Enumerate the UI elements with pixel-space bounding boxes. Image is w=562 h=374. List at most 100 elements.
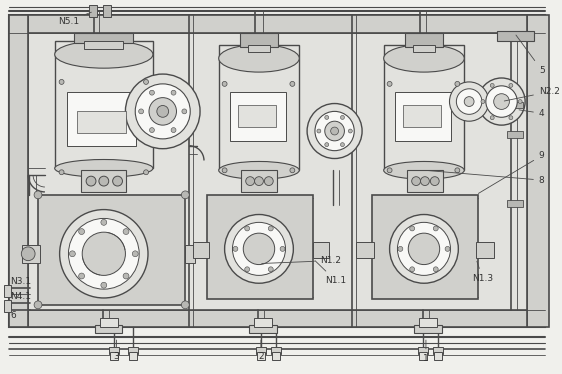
Bar: [356, 242, 374, 258]
Circle shape: [509, 83, 513, 88]
Circle shape: [222, 82, 227, 86]
Bar: [384, 45, 464, 170]
Circle shape: [60, 209, 148, 298]
Circle shape: [455, 82, 460, 86]
Circle shape: [149, 90, 155, 95]
Circle shape: [430, 177, 439, 186]
Circle shape: [450, 82, 489, 121]
Ellipse shape: [384, 45, 464, 72]
Bar: [313, 242, 329, 258]
Circle shape: [456, 89, 482, 114]
Bar: [22, 245, 40, 263]
Bar: [67, 92, 136, 146]
Circle shape: [244, 267, 250, 272]
Bar: [129, 352, 137, 360]
Bar: [108, 347, 119, 354]
Circle shape: [171, 90, 176, 95]
Bar: [8, 15, 545, 327]
Bar: [8, 310, 545, 327]
Bar: [527, 15, 549, 327]
Circle shape: [433, 226, 438, 231]
Circle shape: [246, 177, 255, 186]
Ellipse shape: [219, 162, 299, 179]
Circle shape: [143, 79, 148, 85]
Circle shape: [233, 223, 285, 275]
Bar: [507, 102, 523, 108]
Circle shape: [139, 109, 143, 114]
Ellipse shape: [384, 162, 464, 179]
Text: N1.3: N1.3: [472, 261, 493, 283]
Bar: [100, 318, 117, 327]
Circle shape: [280, 246, 285, 251]
Circle shape: [244, 226, 250, 231]
Circle shape: [264, 177, 273, 186]
Ellipse shape: [55, 41, 153, 68]
Circle shape: [86, 176, 96, 186]
Bar: [3, 300, 11, 312]
Circle shape: [222, 168, 227, 173]
Text: 1: 1: [423, 340, 429, 364]
Circle shape: [348, 129, 352, 133]
Bar: [110, 352, 117, 360]
Bar: [395, 92, 451, 141]
Circle shape: [182, 191, 189, 199]
Circle shape: [398, 246, 403, 251]
Circle shape: [518, 99, 522, 104]
Circle shape: [182, 109, 187, 114]
Text: 5: 5: [516, 35, 545, 75]
Circle shape: [341, 142, 345, 147]
Text: N5.1: N5.1: [58, 12, 92, 25]
Circle shape: [70, 251, 75, 257]
Circle shape: [268, 267, 273, 272]
Circle shape: [157, 105, 169, 117]
Bar: [404, 105, 441, 127]
Bar: [55, 41, 153, 168]
Circle shape: [268, 226, 273, 231]
Circle shape: [143, 170, 148, 175]
Circle shape: [34, 191, 42, 199]
Circle shape: [290, 82, 295, 86]
Circle shape: [243, 233, 275, 264]
Circle shape: [225, 215, 293, 283]
Bar: [241, 170, 277, 192]
Circle shape: [135, 84, 190, 139]
Circle shape: [490, 116, 494, 120]
Bar: [419, 352, 427, 360]
Circle shape: [490, 83, 494, 88]
Bar: [74, 33, 133, 43]
Circle shape: [182, 301, 189, 309]
Text: N2.2: N2.2: [504, 87, 560, 101]
Circle shape: [82, 232, 125, 275]
Text: N3.1: N3.1: [11, 277, 31, 286]
Text: N1.1: N1.1: [315, 261, 346, 285]
Circle shape: [325, 116, 329, 119]
Circle shape: [101, 282, 107, 288]
Circle shape: [34, 301, 42, 309]
Circle shape: [410, 267, 415, 272]
Circle shape: [412, 177, 420, 186]
Text: N4.1: N4.1: [11, 291, 31, 301]
Text: 8: 8: [428, 171, 545, 185]
Bar: [207, 195, 313, 299]
Bar: [249, 325, 277, 333]
Text: 9: 9: [478, 151, 545, 193]
Bar: [193, 242, 209, 258]
Bar: [413, 45, 435, 52]
Circle shape: [290, 168, 295, 173]
Bar: [95, 325, 123, 333]
Bar: [407, 170, 443, 192]
Circle shape: [79, 273, 84, 279]
Bar: [405, 33, 443, 47]
Bar: [372, 195, 478, 299]
Bar: [418, 347, 428, 354]
Circle shape: [21, 247, 35, 261]
Circle shape: [481, 99, 485, 104]
Circle shape: [149, 128, 155, 132]
Circle shape: [99, 176, 108, 186]
Bar: [8, 15, 545, 33]
Bar: [128, 347, 138, 354]
Circle shape: [315, 111, 354, 151]
Bar: [241, 33, 278, 47]
Bar: [8, 15, 28, 327]
Bar: [103, 5, 111, 17]
